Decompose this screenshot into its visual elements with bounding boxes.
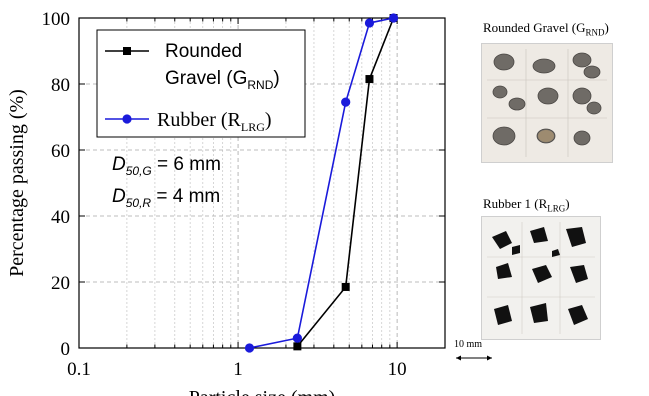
data-point xyxy=(365,75,374,84)
legend-label: Rounded xyxy=(165,41,242,62)
series-1 xyxy=(244,13,399,353)
legend-marker xyxy=(122,114,132,124)
scale-label: 10 mm xyxy=(454,339,483,350)
y-axis-label: Percentage passing (%) xyxy=(6,89,28,277)
data-point xyxy=(293,342,302,351)
y-tick-label: 100 xyxy=(42,9,71,30)
x-tick-label: 0.1 xyxy=(67,359,91,380)
x-tick-label: 10 xyxy=(388,359,407,380)
gravel-photo-title: Rounded Gravel (GRND) xyxy=(483,20,609,38)
legend-marker xyxy=(123,47,131,55)
y-tick-label: 80 xyxy=(51,75,70,96)
rubber-photo-title: Rubber 1 (RLRG) xyxy=(483,196,570,214)
y-tick-label: 0 xyxy=(61,339,71,360)
scale-bar xyxy=(456,355,492,361)
d50-annotation: D50,G = 6 mm xyxy=(112,154,221,178)
data-point xyxy=(341,97,351,107)
series xyxy=(244,13,399,353)
y-tick-label: 60 xyxy=(51,141,70,162)
rubber-photo xyxy=(481,216,601,340)
legend-label: Rubber (RLRG) xyxy=(157,109,272,134)
series-line xyxy=(296,17,395,347)
data-point xyxy=(292,333,302,343)
x-axis-label: Particle size (mm) xyxy=(189,387,336,396)
plot-frame xyxy=(78,17,446,349)
annotations: D50,G = 6 mm D50,R = 4 mm xyxy=(112,154,221,210)
y-tick-label: 40 xyxy=(51,207,70,228)
data-point xyxy=(244,343,255,353)
legend-label: Gravel (GRND) xyxy=(165,68,280,92)
legend: Rounded Gravel (GRND) Rubber (RLRG) xyxy=(96,29,306,138)
data-point xyxy=(388,13,399,23)
y-tick-label: 20 xyxy=(51,273,70,294)
d50-annotation: D50,R = 4 mm xyxy=(112,186,220,210)
data-point xyxy=(341,282,350,291)
data-point xyxy=(364,18,375,28)
x-tick-label: 1 xyxy=(233,359,243,380)
gravel-photo xyxy=(481,43,613,163)
